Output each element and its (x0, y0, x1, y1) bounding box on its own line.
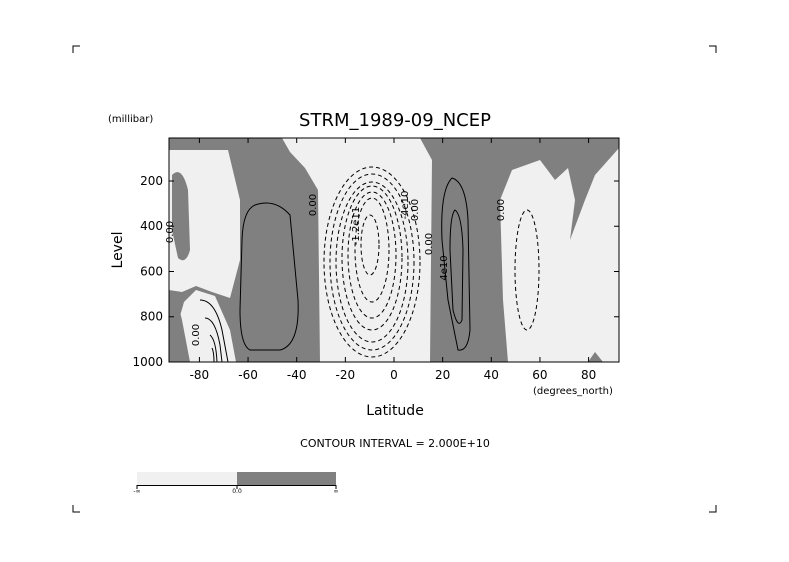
y-tick-label: 1000 (132, 355, 163, 369)
chart-title: STRM_1989-09_NCEP (299, 110, 491, 131)
contour-label: 0.00 (308, 194, 319, 216)
x-tick-label: -40 (287, 368, 307, 382)
x-tick-label: -60 (238, 368, 258, 382)
y-tick-label: 800 (140, 310, 163, 324)
contour-label: 0.00 (496, 199, 507, 221)
x-tick-label: 40 (484, 368, 499, 382)
contour-label: 0.00 (165, 221, 176, 243)
x-tick-label: -20 (336, 368, 356, 382)
x-tick-label: 0 (390, 368, 398, 382)
y-axis-label: Level (110, 232, 126, 269)
contour-lines-negative (323, 166, 540, 358)
y-tick-label: 200 (140, 174, 163, 188)
y-units: (millibar) (108, 114, 153, 125)
contour-label: -1.2e11 (351, 207, 362, 245)
x-tick-label: -80 (190, 368, 210, 382)
contour-label: 4e10 (439, 255, 450, 280)
colorbar-low (137, 472, 237, 485)
footer: CONTOUR INTERVAL = 2.000E+10 (300, 437, 490, 450)
contour-label: 0.00 (424, 233, 435, 255)
y-tick-label: 600 (140, 264, 163, 278)
colorbar-high (237, 472, 336, 485)
x-tick-label: 20 (435, 368, 450, 382)
contour-label: 0.00 (410, 199, 421, 221)
contour-label: 0.00 (191, 324, 202, 346)
corner-marks (72, 45, 717, 513)
contour-label: -4e10 (400, 191, 411, 220)
colorbar-label: ∞ (334, 488, 339, 495)
fill-high-patch (172, 172, 190, 261)
colorbar-label: 0.0 (232, 488, 242, 495)
x-tick-label: 80 (581, 368, 596, 382)
x-tick-label: 60 (532, 368, 547, 382)
x-units: (degrees_north) (533, 386, 613, 397)
contour-lines (199, 177, 471, 362)
colorbar-label: -∞ (133, 488, 140, 495)
y-tick-label: 400 (140, 219, 163, 233)
contour-field (169, 138, 619, 362)
x-axis-label: Latitude (366, 403, 424, 419)
